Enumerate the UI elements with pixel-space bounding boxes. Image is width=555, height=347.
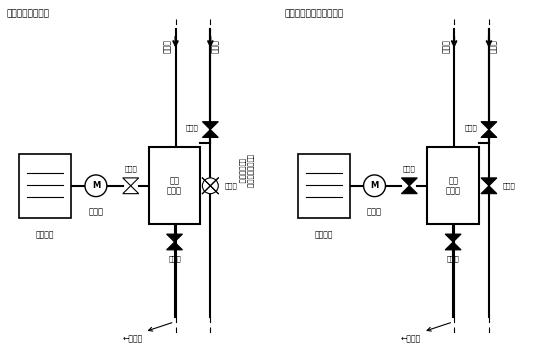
Text: （開）: （開） xyxy=(503,183,516,189)
Polygon shape xyxy=(401,186,417,194)
Polygon shape xyxy=(166,242,183,250)
Text: ←油抜管: ←油抜管 xyxy=(401,335,421,344)
Bar xyxy=(19,154,71,218)
Bar xyxy=(427,147,479,224)
Circle shape xyxy=(203,178,218,194)
Polygon shape xyxy=(166,234,183,242)
Text: （部分的供給遷断状態）: （部分的供給遷断状態） xyxy=(285,9,344,18)
Text: 供給管: 供給管 xyxy=(490,39,498,53)
Text: 戻り管: 戻り管 xyxy=(442,39,451,53)
Text: （閉）: （閉） xyxy=(186,124,198,131)
Text: 技術指針１の表エ
に規定する弁: 技術指針１の表エ に規定する弁 xyxy=(239,154,253,188)
Text: （閉）: （閉） xyxy=(464,124,477,131)
Text: （通常供給状態）: （通常供給状態） xyxy=(6,9,49,18)
Circle shape xyxy=(85,175,107,197)
Bar xyxy=(298,154,350,218)
Text: 流量計: 流量計 xyxy=(88,208,103,217)
Text: （閉）: （閉） xyxy=(224,183,237,189)
Polygon shape xyxy=(481,178,497,186)
Text: M: M xyxy=(370,181,379,190)
Bar xyxy=(149,147,200,224)
Text: M: M xyxy=(92,181,100,190)
Text: 燃焼機器: 燃焼機器 xyxy=(36,230,54,239)
Text: （閉）: （閉） xyxy=(168,256,181,262)
Text: （閉）: （閉） xyxy=(447,256,460,262)
Text: 供給管: 供給管 xyxy=(211,39,220,53)
Text: 燃焼機器: 燃焼機器 xyxy=(315,230,333,239)
Polygon shape xyxy=(203,129,218,137)
Text: （開）: （開） xyxy=(124,166,137,172)
Text: ←油抜管: ←油抜管 xyxy=(123,335,143,344)
Text: 戸別
タンク: 戸別 タンク xyxy=(446,176,461,195)
Polygon shape xyxy=(445,242,461,250)
Text: 戻り管: 戻り管 xyxy=(163,39,172,53)
Polygon shape xyxy=(481,122,497,129)
Text: （閉）: （閉） xyxy=(403,166,416,172)
Polygon shape xyxy=(481,129,497,137)
Text: 流量計: 流量計 xyxy=(367,208,382,217)
Circle shape xyxy=(364,175,386,197)
Text: 戸別
タンク: 戸別 タンク xyxy=(167,176,182,195)
Polygon shape xyxy=(203,122,218,129)
Polygon shape xyxy=(401,178,417,186)
Polygon shape xyxy=(445,234,461,242)
Polygon shape xyxy=(481,186,497,194)
